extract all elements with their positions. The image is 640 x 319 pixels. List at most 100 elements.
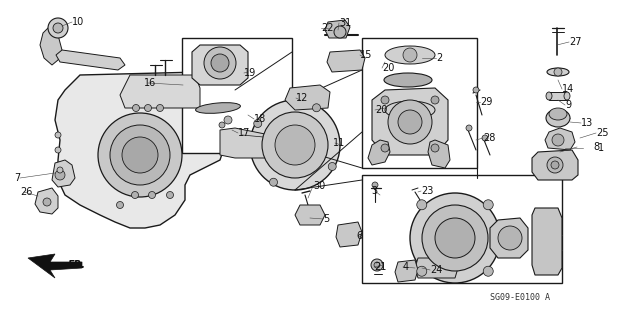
Circle shape <box>55 147 61 153</box>
Ellipse shape <box>196 103 241 113</box>
Polygon shape <box>532 208 562 275</box>
Polygon shape <box>415 258 458 278</box>
Circle shape <box>381 96 389 104</box>
Circle shape <box>131 191 138 198</box>
Polygon shape <box>220 128 290 158</box>
Polygon shape <box>40 28 62 65</box>
Circle shape <box>48 18 68 38</box>
Ellipse shape <box>547 68 569 76</box>
Ellipse shape <box>546 109 570 127</box>
Circle shape <box>166 191 173 198</box>
Text: SG09-E0100 A: SG09-E0100 A <box>490 293 550 302</box>
Circle shape <box>482 135 488 141</box>
Circle shape <box>148 191 156 198</box>
Bar <box>549 92 567 100</box>
Circle shape <box>431 144 439 152</box>
Polygon shape <box>395 260 418 282</box>
Circle shape <box>110 125 170 185</box>
Text: 3: 3 <box>371 186 377 196</box>
Text: 31: 31 <box>339 18 351 28</box>
Polygon shape <box>35 188 58 214</box>
Polygon shape <box>28 254 82 278</box>
Text: 13: 13 <box>581 118 593 128</box>
Text: 6: 6 <box>356 231 362 241</box>
Text: 26: 26 <box>20 187 33 197</box>
Text: 7: 7 <box>14 173 20 183</box>
Text: 16: 16 <box>144 78 156 88</box>
Circle shape <box>483 266 493 276</box>
Circle shape <box>403 48 417 62</box>
Circle shape <box>372 182 378 188</box>
Circle shape <box>312 104 321 112</box>
Bar <box>362 38 477 168</box>
Circle shape <box>435 218 475 258</box>
Polygon shape <box>372 88 448 155</box>
Polygon shape <box>56 50 125 70</box>
Text: 17: 17 <box>238 128 250 138</box>
Text: 8: 8 <box>593 142 599 152</box>
Polygon shape <box>368 140 390 165</box>
Text: 5: 5 <box>323 214 329 224</box>
Circle shape <box>269 178 278 186</box>
Text: 20: 20 <box>375 105 387 115</box>
Polygon shape <box>120 75 200 108</box>
Text: 2: 2 <box>436 53 442 63</box>
Circle shape <box>145 105 152 112</box>
Polygon shape <box>428 140 450 168</box>
Text: 28: 28 <box>483 133 495 143</box>
Text: 12: 12 <box>296 93 308 103</box>
Polygon shape <box>490 218 528 258</box>
Bar <box>182 38 292 153</box>
Polygon shape <box>545 128 575 150</box>
Ellipse shape <box>546 92 552 100</box>
Ellipse shape <box>385 46 435 64</box>
Polygon shape <box>532 150 578 180</box>
Circle shape <box>431 96 439 104</box>
Circle shape <box>371 259 383 271</box>
Circle shape <box>374 262 380 268</box>
Circle shape <box>552 134 564 146</box>
Text: 9: 9 <box>565 100 571 110</box>
Circle shape <box>388 100 432 144</box>
Ellipse shape <box>549 108 567 120</box>
Text: 4: 4 <box>403 262 409 272</box>
Circle shape <box>122 137 158 173</box>
Text: 19: 19 <box>244 68 256 78</box>
Circle shape <box>275 125 315 165</box>
Polygon shape <box>192 45 248 85</box>
Circle shape <box>328 162 336 170</box>
Polygon shape <box>285 85 330 110</box>
Circle shape <box>417 200 427 210</box>
Circle shape <box>55 170 65 180</box>
Text: 23: 23 <box>421 186 433 196</box>
Polygon shape <box>52 160 75 187</box>
Text: 20: 20 <box>382 63 394 73</box>
Text: 25: 25 <box>596 128 609 138</box>
Circle shape <box>116 202 124 209</box>
Bar <box>362 175 562 283</box>
Circle shape <box>262 112 328 178</box>
Text: 22: 22 <box>321 23 333 33</box>
Circle shape <box>417 266 427 276</box>
Circle shape <box>466 125 472 131</box>
Circle shape <box>254 120 262 128</box>
Circle shape <box>381 144 389 152</box>
Polygon shape <box>55 72 235 228</box>
Circle shape <box>422 205 488 271</box>
Text: 27: 27 <box>569 37 582 47</box>
Text: 14: 14 <box>562 84 574 94</box>
Circle shape <box>219 122 225 128</box>
Circle shape <box>57 167 63 173</box>
Circle shape <box>410 193 500 283</box>
Circle shape <box>157 105 163 112</box>
Polygon shape <box>295 205 325 225</box>
Text: 21: 21 <box>374 262 387 272</box>
Polygon shape <box>336 222 362 247</box>
Text: 24: 24 <box>430 265 442 275</box>
Circle shape <box>398 110 422 134</box>
Circle shape <box>43 198 51 206</box>
Text: 18: 18 <box>254 114 266 124</box>
Circle shape <box>547 157 563 173</box>
Circle shape <box>473 87 479 93</box>
Circle shape <box>250 100 340 190</box>
